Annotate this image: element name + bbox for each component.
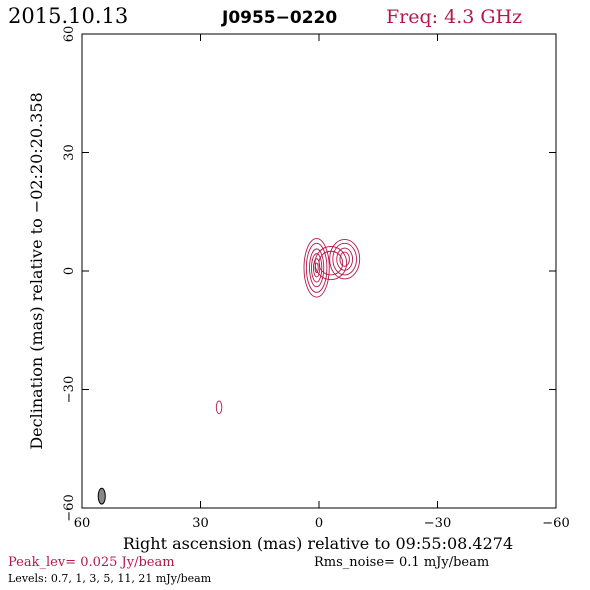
contour-jet [329, 238, 361, 280]
y-tick-label: 0 [62, 267, 77, 275]
y-tick-label: −60 [62, 494, 77, 521]
contour-core [305, 242, 328, 293]
contour-jet [332, 242, 357, 276]
frequency-label: Freq: 4.3 GHz [386, 6, 522, 28]
y-tick-label: 30 [62, 144, 77, 161]
contour-layer [215, 238, 361, 415]
contour-knot [215, 400, 223, 415]
contour-core [309, 248, 325, 288]
axis-ticks [81, 33, 557, 509]
beam-ellipse [97, 487, 106, 505]
contour-core [314, 262, 319, 274]
plot-frame [81, 33, 557, 509]
x-axis-label: Right ascension (mas) relative to 09:55:… [123, 534, 513, 553]
date-label: 2015.10.13 [8, 4, 128, 28]
source-name: J0955−0220 [221, 8, 337, 28]
contour-bridge [314, 246, 348, 281]
y-tick-label: −30 [62, 376, 77, 403]
x-tick-label: 30 [192, 516, 209, 531]
contour-core [303, 238, 330, 298]
axis-tick-labels: 60 30 0 −30 −60 −60 −30 0 30 60 [62, 26, 570, 531]
rms-noise-label: Rms_noise= 0.1 mJy/beam [314, 555, 489, 570]
contour-levels-label: Levels: 0.7, 1, 3, 5, 11, 21 mJy/beam [8, 572, 212, 585]
x-tick-label: 60 [74, 516, 91, 531]
contour-bridge [318, 250, 344, 276]
contour-core [311, 253, 323, 283]
peak-level-label: Peak_lev= 0.025 Jy/beam [8, 555, 175, 570]
beam-layer [97, 487, 106, 505]
x-tick-label: 0 [315, 516, 323, 531]
x-tick-label: −60 [542, 516, 569, 531]
y-axis-label: Declination (mas) relative to −02:20:20.… [27, 92, 46, 449]
contour-jet [339, 251, 350, 267]
y-tick-label: 60 [62, 26, 77, 43]
x-tick-label: −30 [424, 516, 451, 531]
contour-jet [336, 247, 354, 271]
